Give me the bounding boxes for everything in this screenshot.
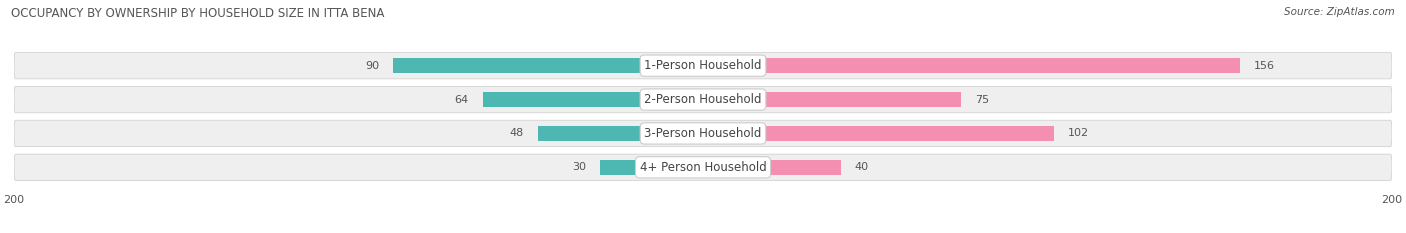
Text: 90: 90 [366, 61, 380, 71]
FancyBboxPatch shape [14, 52, 1392, 79]
Text: 4+ Person Household: 4+ Person Household [640, 161, 766, 174]
Text: Source: ZipAtlas.com: Source: ZipAtlas.com [1284, 7, 1395, 17]
Text: 2-Person Household: 2-Person Household [644, 93, 762, 106]
Bar [482, 92, 703, 107]
Bar [703, 160, 841, 175]
Bar [537, 126, 703, 141]
FancyBboxPatch shape [14, 86, 1392, 113]
Text: OCCUPANCY BY OWNERSHIP BY HOUSEHOLD SIZE IN ITTA BENA: OCCUPANCY BY OWNERSHIP BY HOUSEHOLD SIZE… [11, 7, 385, 20]
Text: 75: 75 [976, 95, 990, 105]
Text: 1-Person Household: 1-Person Household [644, 59, 762, 72]
Text: 102: 102 [1069, 128, 1090, 138]
Text: 64: 64 [454, 95, 468, 105]
Bar [703, 126, 1054, 141]
Text: 156: 156 [1254, 61, 1275, 71]
Bar [703, 92, 962, 107]
Text: 30: 30 [572, 162, 586, 172]
Bar [599, 160, 703, 175]
FancyBboxPatch shape [14, 154, 1392, 181]
Text: 40: 40 [855, 162, 869, 172]
FancyBboxPatch shape [14, 120, 1392, 147]
Bar [703, 58, 1240, 73]
Bar [392, 58, 703, 73]
Text: 48: 48 [509, 128, 524, 138]
Text: 3-Person Household: 3-Person Household [644, 127, 762, 140]
